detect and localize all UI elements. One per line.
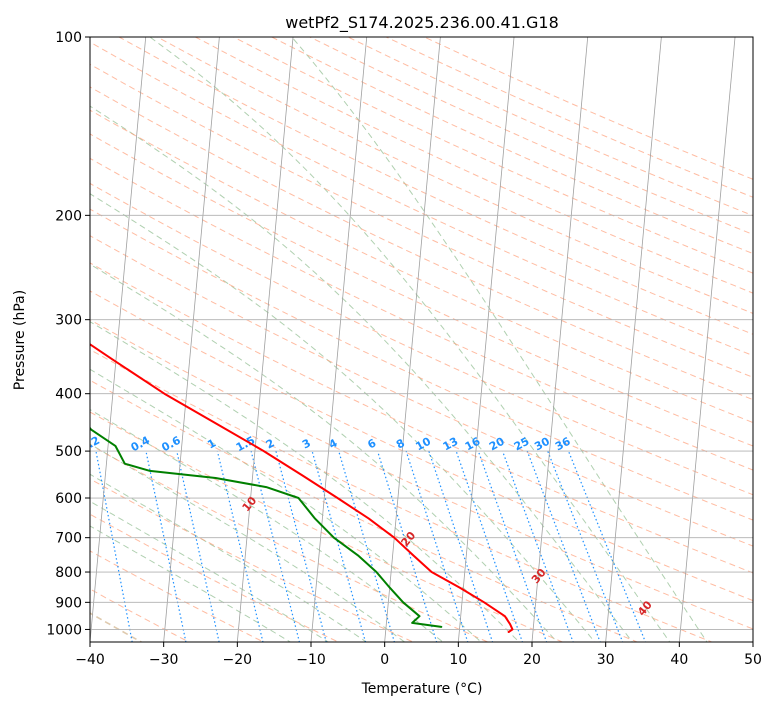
mixing-ratio-label: 10 — [413, 435, 433, 454]
isotherm-line — [384, 37, 441, 642]
dry-adiabat-line — [385, 37, 753, 198]
x-tick-label: 0 — [380, 652, 389, 668]
mixing-ratio-line — [547, 450, 624, 642]
x-tick-label: 10 — [449, 652, 467, 668]
mixing-ratio-label: 30 — [532, 435, 552, 454]
dry-adiabat-line — [90, 109, 753, 424]
moist-adiabat-line — [90, 105, 633, 642]
mixing-ratio-label: 13 — [441, 435, 461, 454]
isotherm-line — [678, 37, 736, 642]
x-tick-label: 40 — [670, 652, 688, 668]
dry-adiabat-line — [195, 37, 753, 294]
dry-adiabat-line — [90, 444, 489, 642]
dewpoint-profile-line — [90, 426, 443, 628]
y-tick-label: 600 — [55, 491, 82, 507]
mixing-ratio-line — [526, 450, 601, 642]
temperature-profile-line — [90, 343, 514, 633]
dry-adiabat-line — [90, 262, 753, 574]
dry-adiabat-line — [118, 37, 753, 335]
isotherm-line — [163, 37, 220, 642]
mixing-ratio-line — [311, 450, 367, 642]
isotherm-line — [90, 37, 147, 642]
mixing-ratio-label: 6 — [365, 436, 378, 451]
mixing-ratio-label: 3 — [300, 436, 313, 451]
isotherm-line — [605, 37, 662, 642]
isotherm-line — [236, 37, 294, 642]
moist-adiabat-line — [90, 443, 406, 642]
moist-adiabat-line — [149, 37, 671, 642]
mixing-ratio-label: 25 — [512, 435, 532, 454]
x-tick-label: 20 — [523, 652, 541, 668]
dry-adiabat-line — [90, 550, 265, 642]
moist-adiabat-label: 10 — [240, 494, 260, 514]
x-tick-label: 50 — [744, 652, 762, 668]
dry-adiabat-line — [90, 588, 190, 642]
dry-adiabat-line — [90, 41, 753, 357]
dry-adiabat-line — [90, 478, 415, 642]
dry-adiabat-line — [90, 182, 753, 496]
x-tick-label: −20 — [223, 652, 253, 668]
chart-title: wetPf2_S174.2025.236.00.41.G18 — [285, 13, 559, 33]
moist-adiabat-line — [90, 525, 292, 642]
dry-adiabat-line — [90, 133, 753, 447]
dry-adiabat-line — [90, 513, 340, 642]
mixing-ratio-line — [216, 450, 264, 642]
mixing-ratio-label: 0.2 — [79, 434, 102, 455]
dry-adiabat-line — [90, 157, 753, 471]
mixing-ratio-label: 16 — [463, 435, 483, 454]
mixing-ratio-label: 2 — [264, 436, 277, 451]
moist-adiabat-label: 40 — [635, 598, 655, 618]
mixing-ratio-line — [338, 450, 396, 642]
dry-adiabat-line — [90, 208, 753, 521]
y-tick-label: 200 — [55, 208, 82, 224]
mixing-ratio-line — [376, 450, 438, 642]
moist-adiabat-line — [90, 193, 596, 642]
isotherm-line — [310, 37, 368, 642]
dry-adiabat-line — [90, 290, 753, 602]
dry-adiabat-line — [271, 37, 753, 255]
mixing-ratio-label: 36 — [553, 435, 573, 454]
plot-frame — [89, 36, 754, 643]
x-tick-label: −40 — [75, 652, 105, 668]
y-tick-label: 1000 — [46, 622, 82, 638]
x-tick-label: −30 — [149, 652, 179, 668]
mixing-ratio-label: 20 — [487, 435, 507, 454]
moist-adiabat-line — [90, 368, 482, 642]
y-tick-label: 100 — [55, 30, 82, 46]
mixing-ratio-line — [567, 450, 647, 642]
mixing-ratio-line — [250, 450, 301, 642]
isotherm-line — [752, 637, 753, 642]
mixing-ratio-line — [428, 450, 494, 642]
dry-adiabat-line — [90, 411, 564, 642]
y-tick-label: 800 — [55, 565, 82, 581]
mixing-ratio-label: 8 — [394, 436, 407, 451]
x-tick-label: −10 — [296, 652, 326, 668]
mixing-ratio-label: 1 — [205, 436, 218, 451]
y-tick-label: 400 — [55, 387, 82, 403]
dry-adiabat-line — [90, 319, 753, 630]
mixing-ratio-line — [176, 450, 220, 642]
mixing-ratio-line — [145, 450, 187, 642]
y-axis-label: Pressure (hPa) — [12, 290, 28, 390]
moist-adiabat-line — [291, 37, 708, 642]
isotherm-line — [457, 37, 515, 642]
y-tick-label: 500 — [55, 444, 82, 460]
y-tick-label: 900 — [55, 595, 82, 611]
isotherm-line — [531, 37, 589, 642]
dry-adiabat-line — [424, 37, 753, 180]
dry-adiabat-line — [90, 235, 753, 547]
mixing-ratio-line — [275, 450, 327, 642]
mixing-ratio-line — [95, 450, 133, 642]
y-tick-label: 300 — [55, 313, 82, 329]
x-tick-label: 30 — [597, 652, 615, 668]
mixing-ratio-label: 0.1 — [32, 434, 55, 455]
x-axis-label: Temperature (°C) — [361, 681, 483, 697]
dry-adiabat-line — [90, 86, 753, 401]
moist-adiabat-line — [90, 409, 444, 642]
y-tick-label: 700 — [55, 531, 82, 547]
dry-adiabat-line — [309, 37, 753, 235]
moist-adiabat-label: 20 — [399, 529, 419, 549]
moist-adiabat-line — [90, 321, 520, 642]
